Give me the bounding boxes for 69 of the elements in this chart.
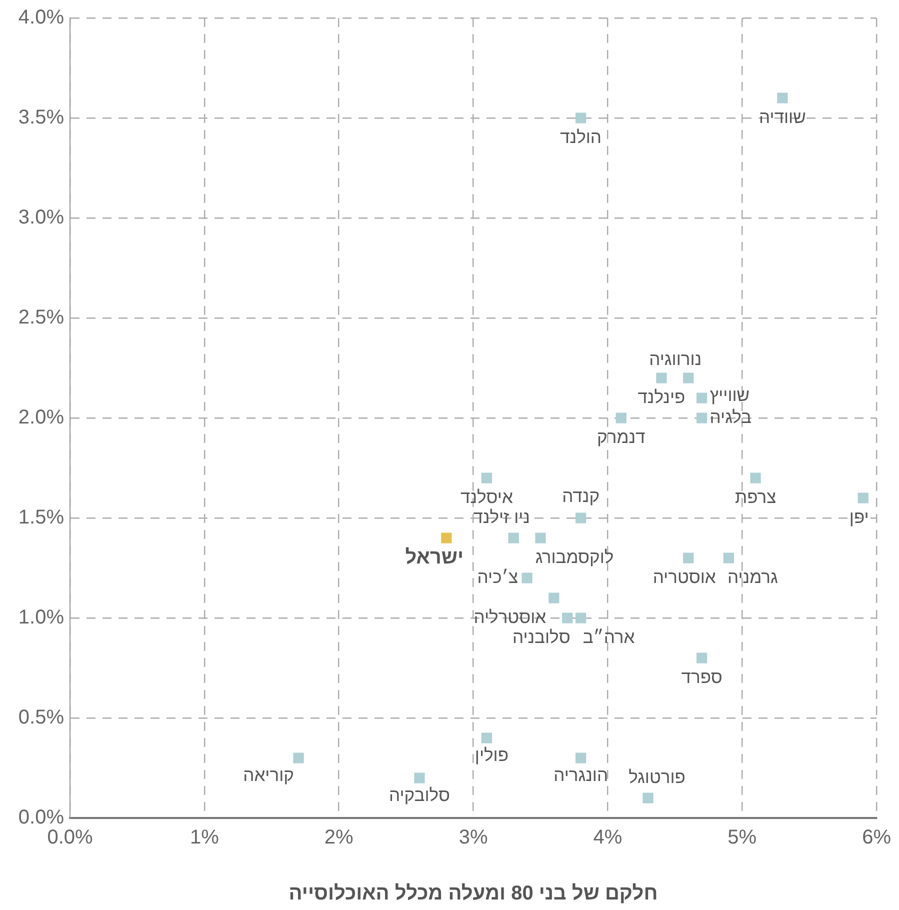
annotation: סלובניה bbox=[512, 626, 570, 647]
annotation: קנדה bbox=[562, 486, 600, 506]
annotation: קוריאה bbox=[243, 764, 294, 785]
point bbox=[414, 772, 425, 784]
point bbox=[696, 652, 708, 664]
point bbox=[777, 92, 788, 104]
y-tick-label: 0.5% bbox=[18, 706, 64, 729]
annotation: גרמניה bbox=[728, 566, 778, 587]
annotation: פורטוגל bbox=[628, 766, 686, 787]
point bbox=[858, 492, 868, 504]
point bbox=[696, 392, 708, 404]
annotation: פינלנד bbox=[638, 386, 686, 407]
point bbox=[508, 532, 519, 544]
point bbox=[576, 752, 586, 764]
point bbox=[683, 372, 694, 384]
y-tick-label: 3.0% bbox=[18, 206, 64, 229]
point bbox=[481, 472, 492, 484]
point bbox=[576, 512, 586, 524]
x-tick-label: 2% bbox=[324, 826, 354, 849]
x-tick-label: 0.0% bbox=[47, 826, 94, 849]
y-tick-label: 2.0% bbox=[18, 406, 64, 429]
annotation: ניו זילנד bbox=[473, 506, 530, 527]
y-tick-label: 3.5% bbox=[18, 106, 64, 129]
annotation: אוסטרליה bbox=[474, 606, 546, 627]
point bbox=[293, 752, 304, 764]
annotation: הונגריה bbox=[554, 764, 608, 785]
annotation: יפן bbox=[849, 506, 869, 527]
point bbox=[535, 532, 546, 544]
x-tick-label: 4% bbox=[593, 826, 622, 849]
annotation: דנמרק bbox=[597, 426, 646, 447]
annotation: לוקסמבורג bbox=[535, 546, 614, 567]
x-tick-label: 1% bbox=[190, 826, 220, 849]
point bbox=[548, 592, 560, 604]
point bbox=[656, 372, 667, 384]
annotation: נורווגיה bbox=[649, 348, 702, 369]
y-tick-label: 2.5% bbox=[18, 306, 64, 329]
point bbox=[441, 532, 452, 544]
x-tick-label: 3% bbox=[458, 826, 488, 849]
x-tick-label: 6% bbox=[862, 826, 892, 849]
annotation: צרפת bbox=[734, 486, 776, 507]
annotation: צ׳כיה bbox=[477, 566, 518, 587]
point bbox=[683, 552, 694, 564]
point bbox=[522, 572, 532, 584]
y-tick-label: 0.0% bbox=[18, 806, 64, 829]
point bbox=[562, 612, 573, 624]
series-label: ישראל bbox=[405, 546, 464, 569]
annotation: שוודיה bbox=[759, 106, 806, 127]
point bbox=[642, 792, 654, 804]
annotation: ארה״ב bbox=[582, 626, 635, 647]
annotation: אוסטריה bbox=[652, 566, 716, 587]
annotation: שווייץ bbox=[710, 384, 750, 405]
annotation: בלגיה bbox=[710, 406, 752, 427]
annotation: איסלנד bbox=[460, 486, 513, 507]
annotation: ספרד bbox=[681, 666, 722, 687]
x-axis-title: חלקם של בני 80 ומעלה מכלל האוכלוסייה bbox=[288, 882, 658, 905]
y-tick-label: 4.0% bbox=[18, 6, 64, 29]
point bbox=[576, 112, 586, 124]
y-tick-label: 1.0% bbox=[18, 606, 64, 629]
point bbox=[723, 552, 734, 564]
point bbox=[696, 412, 708, 424]
annotation: סלובקיה bbox=[388, 784, 450, 805]
x-tick-label: 5% bbox=[728, 826, 757, 849]
y-tick-label: 1.5% bbox=[18, 506, 64, 529]
point bbox=[750, 472, 761, 484]
point bbox=[616, 412, 626, 424]
point bbox=[481, 732, 492, 744]
annotation: פולין bbox=[474, 744, 509, 765]
annotation: הולנד bbox=[560, 126, 602, 147]
point bbox=[576, 612, 586, 624]
